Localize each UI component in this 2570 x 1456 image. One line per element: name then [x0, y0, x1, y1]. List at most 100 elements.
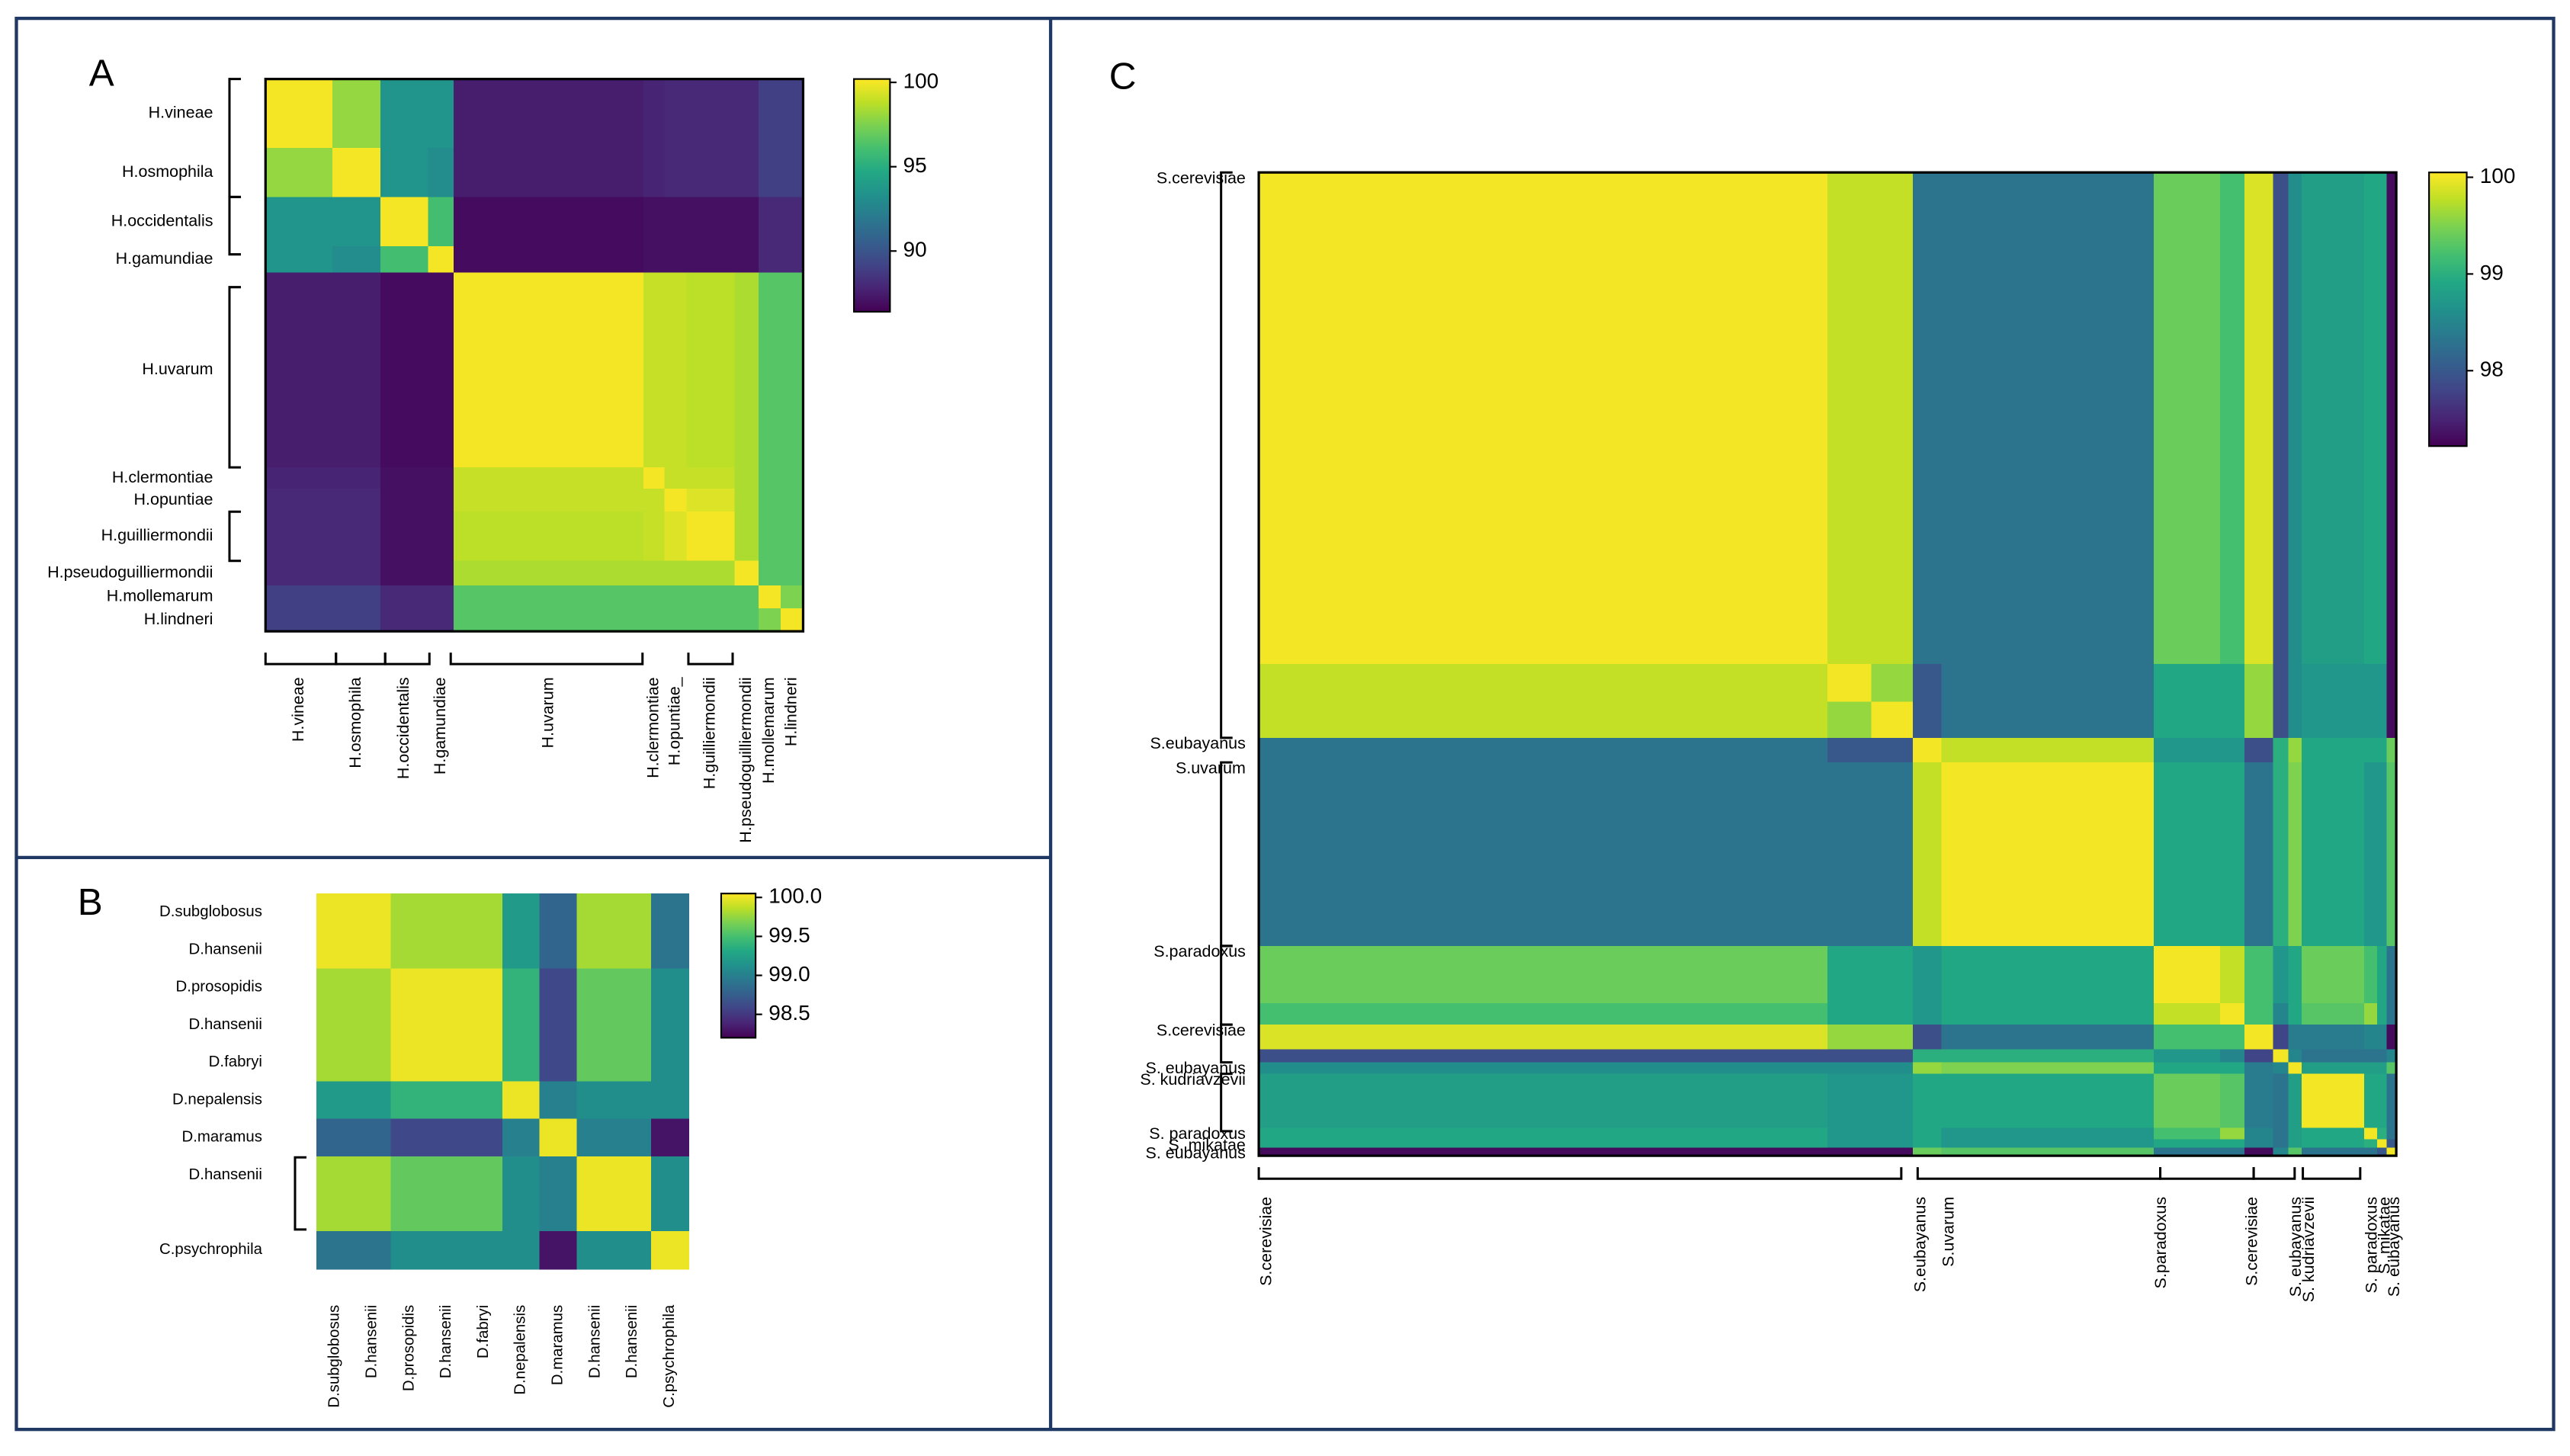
- heatmap-cell: [614, 1231, 653, 1270]
- heatmap-cell: [332, 467, 382, 490]
- x-tick-label: S. paradoxus: [2362, 1197, 2380, 1294]
- heatmap-cell: [316, 1118, 355, 1158]
- heatmap-cell: [2288, 1139, 2303, 1149]
- group-bracket: [1220, 761, 1233, 948]
- heatmap-cell: [576, 1156, 615, 1195]
- heatmap-cell: [539, 1005, 578, 1045]
- heatmap-cell: [614, 893, 653, 932]
- heatmap-cell: [643, 79, 666, 149]
- x-tick-label: D.prosopidis: [400, 1305, 417, 1391]
- heatmap-cell: [265, 272, 334, 469]
- heatmap-cell: [2153, 701, 2222, 739]
- heatmap-cell: [2273, 172, 2289, 665]
- x-tick-label: H.lindneri: [781, 677, 800, 746]
- heatmap-cell: [1941, 1147, 2155, 1157]
- heatmap-cell: [316, 1231, 355, 1270]
- heatmap-cell: [2219, 1127, 2246, 1140]
- heatmap-cell: [428, 272, 455, 469]
- heatmap-cell: [576, 1231, 615, 1270]
- heatmap-cell: [2153, 1025, 2222, 1050]
- heatmap-cell: [2377, 1003, 2388, 1026]
- heatmap-cell: [758, 489, 782, 513]
- heatmap-cell: [758, 467, 782, 490]
- colorbar-tick-label: 100.0: [768, 884, 822, 908]
- heatmap-cell: [332, 272, 382, 469]
- heatmap-cell: [2288, 664, 2303, 703]
- y-tick-label: D.subglobosus: [159, 903, 262, 920]
- y-tick-label: H.opuntiae: [134, 490, 213, 508]
- heatmap-cell: [539, 968, 578, 1008]
- heatmap-cell: [2273, 1025, 2289, 1050]
- heatmap-cell: [576, 1081, 615, 1120]
- y-tick-label: D.hansenii: [189, 941, 262, 957]
- heatmap-cell: [1827, 1062, 1872, 1075]
- y-tick-label: H.occidentalis: [111, 211, 213, 229]
- heatmap-cell: [1871, 1049, 1914, 1063]
- heatmap-cell: [2273, 1139, 2289, 1149]
- heatmap-cell: [465, 968, 504, 1008]
- heatmap-cell: [643, 489, 666, 513]
- heatmap-cell: [758, 147, 782, 198]
- heatmap-cell: [2377, 945, 2388, 1005]
- heatmap-cell: [643, 272, 666, 469]
- heatmap-cell: [332, 608, 382, 633]
- heatmap-cell: [428, 585, 455, 610]
- heatmap-cell: [2288, 1147, 2303, 1157]
- heatmap-cell: [2273, 737, 2289, 764]
- x-tick-label: D.hansenii: [586, 1305, 603, 1378]
- heatmap-cell: [1913, 1025, 1943, 1050]
- heatmap-cell: [781, 147, 804, 198]
- heatmap-cell: [428, 968, 467, 1008]
- heatmap-cell: [2244, 945, 2274, 1005]
- heatmap-cell: [1871, 664, 1914, 703]
- heatmap-cell: [2244, 1073, 2274, 1129]
- heatmap-cell: [2219, 1003, 2246, 1026]
- heatmap-cell: [2273, 1049, 2289, 1063]
- heatmap-cell: [576, 1005, 615, 1045]
- heatmap-cell: [2386, 737, 2398, 764]
- heatmap-cell: [2363, 762, 2379, 948]
- x-tick-label: S.uvarum: [1940, 1197, 1958, 1267]
- panel-letter: A: [89, 52, 114, 94]
- x-tick-label: D.hansenii: [624, 1305, 640, 1378]
- heatmap-cell: [664, 467, 688, 490]
- heatmap-cell: [2301, 945, 2366, 1005]
- heatmap-cell: [2377, 1139, 2388, 1149]
- heatmap-cell: [2301, 664, 2366, 703]
- heatmap-cell: [643, 245, 666, 274]
- heatmap-cell: [664, 245, 688, 274]
- outer-frame: [14, 16, 2556, 1432]
- heatmap-cell: [353, 1081, 392, 1120]
- heatmap-cell: [1913, 1127, 1943, 1140]
- heatmap-cell: [2288, 1073, 2303, 1129]
- heatmap-cell: [2386, 1139, 2398, 1149]
- heatmap-cell: [353, 1193, 392, 1233]
- heatmap-cell: [353, 1156, 392, 1195]
- x-tick-label: D.maramus: [550, 1305, 566, 1385]
- heatmap-cell: [465, 1118, 504, 1158]
- heatmap-cell: [265, 147, 334, 198]
- x-tick-label: S.eubayanus: [1911, 1197, 1929, 1292]
- heatmap-cell: [2273, 1003, 2289, 1026]
- heatmap-cell: [502, 931, 541, 970]
- heatmap-cell: [576, 1044, 615, 1082]
- heatmap-cell: [1871, 737, 1914, 764]
- heatmap-cell: [2386, 664, 2398, 703]
- heatmap-cell: [454, 512, 645, 563]
- heatmap-cell: [1871, 1073, 1914, 1129]
- heatmap-cell: [1941, 1127, 2155, 1140]
- y-tick-label: C.psychrophila: [159, 1241, 263, 1258]
- heatmap-cell: [2386, 945, 2398, 1005]
- heatmap-cell: [390, 1044, 429, 1082]
- heatmap-cell: [1913, 1062, 1943, 1075]
- heatmap-cell: [332, 585, 382, 610]
- heatmap-cell: [332, 489, 382, 513]
- heatmap-cell: [2273, 701, 2289, 739]
- heatmap-cell: [1941, 1062, 2155, 1075]
- heatmap-cell: [2244, 1147, 2274, 1157]
- heatmap-cell: [643, 512, 666, 563]
- heatmap-cell: [2377, 1073, 2388, 1129]
- heatmap-cell: [781, 197, 804, 248]
- heatmap-cell: [758, 512, 782, 563]
